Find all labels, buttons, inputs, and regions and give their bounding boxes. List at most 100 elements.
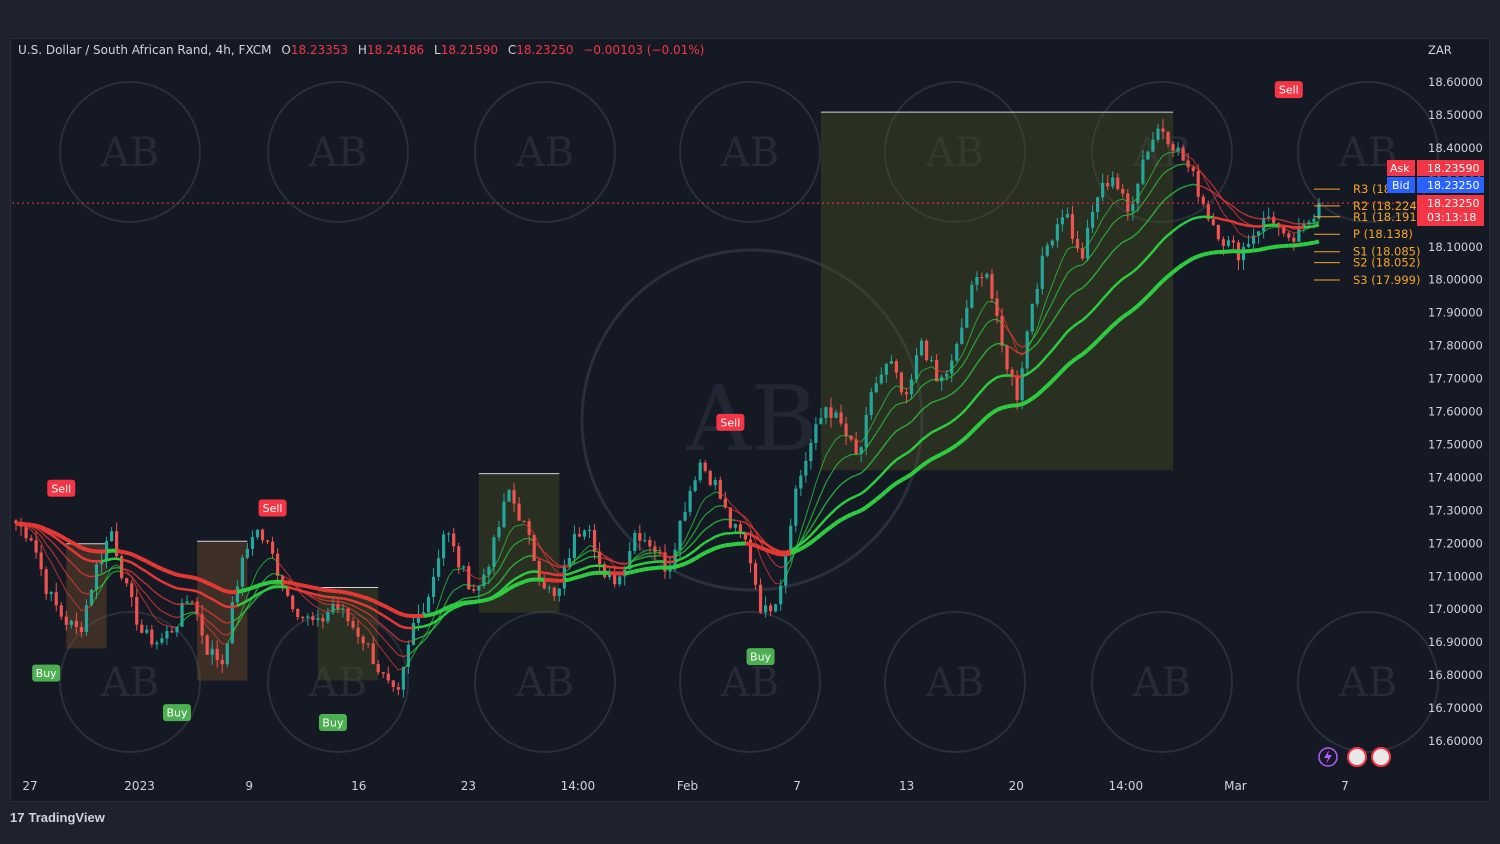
ema-segment (508, 544, 515, 552)
ema-segment (126, 568, 133, 573)
ema-segment (211, 613, 218, 619)
ema-segment (684, 552, 691, 559)
ema-segment (473, 576, 480, 580)
ema-segment (408, 650, 414, 656)
ema-segment (619, 562, 625, 565)
ema-segment (403, 626, 409, 630)
ema-segment (875, 474, 883, 481)
ema-segment (382, 625, 389, 632)
ema-segment (1061, 330, 1069, 339)
candle-body (477, 585, 481, 591)
bottom-right-icons[interactable] (1318, 747, 1391, 767)
ema-segment (30, 522, 37, 528)
ema-segment (398, 668, 404, 671)
ema-segment (81, 608, 87, 612)
bar-countdown: 03:13:18 (1427, 211, 1476, 224)
ema-segment (171, 571, 178, 577)
ema-segment (347, 603, 354, 607)
candle-body (613, 574, 617, 585)
ema-segment (885, 409, 892, 418)
ema-segment (423, 628, 429, 639)
price-tick-label: 17.70000 (1428, 372, 1483, 386)
ema-segment (518, 572, 525, 578)
ema-segment (614, 561, 620, 564)
tradingview-logo-icon: 17 (10, 810, 25, 825)
candle-body (462, 566, 466, 568)
ema-segment (850, 494, 857, 500)
candle-body (884, 363, 888, 375)
time-tick-label: Mar (1224, 779, 1247, 793)
bid-tag (1387, 177, 1415, 193)
ema-segment (86, 592, 92, 595)
ema-segment (609, 559, 615, 563)
signals: Sell Buy Buy Sell Buy Sell Buy Sell (32, 81, 1303, 732)
candle-body (1161, 128, 1165, 132)
ema-segment (1046, 302, 1053, 313)
ema-segment (81, 572, 87, 577)
ema-segment (1253, 235, 1259, 238)
ema-segment (1031, 365, 1039, 372)
ema-segment (1238, 232, 1244, 237)
time-tick-label: 2023 (124, 779, 155, 793)
ema-segment (86, 574, 92, 578)
ema-segment (745, 522, 751, 527)
ema-segment (1303, 241, 1310, 247)
ema-segment (644, 566, 651, 572)
ema-segment (785, 565, 792, 578)
ema-segment (201, 592, 208, 598)
watermark-initials: AB (515, 660, 574, 706)
ema-segment (1091, 339, 1100, 348)
ema-segment (694, 533, 701, 542)
time-axis[interactable]: 27 2023 9 16 23 14:00 Feb 7 13 20 14:00 Mar 7 (22, 779, 1348, 793)
symbol-title[interactable]: U.S. Dollar / South African Rand, 4h, FX… (18, 43, 272, 57)
candle-body (1111, 177, 1115, 187)
ema-segment (1127, 213, 1134, 216)
ema-segment (664, 556, 671, 559)
price-axis[interactable]: ZAR18.6000018.5000018.4000018.3000018.20… (1428, 43, 1483, 748)
candle-body (723, 498, 727, 508)
ema-segment (981, 349, 988, 358)
candle-body (442, 534, 446, 559)
ema-segment (116, 564, 122, 569)
price-tick-label: 16.60000 (1428, 734, 1483, 748)
ema-segment (799, 544, 807, 551)
ema-segment (1045, 379, 1054, 388)
ema-segment (1207, 179, 1214, 187)
ema-segment (775, 564, 781, 569)
ema-segment (392, 649, 399, 656)
ema-segment (141, 579, 148, 586)
candle-body (1060, 217, 1064, 225)
ema-segment (1202, 251, 1209, 257)
ema-segment (1313, 224, 1320, 228)
ema-segment (176, 615, 183, 619)
ema-segment (996, 304, 1003, 314)
candle-body (270, 541, 275, 554)
ema-segment (35, 534, 42, 544)
tradingview-brand[interactable]: 17 TradingView (10, 810, 105, 825)
ema-segment (735, 519, 741, 523)
candle-body (1045, 245, 1049, 256)
ema-segment (1147, 188, 1154, 197)
candle-body (492, 537, 496, 567)
ema-segment (1161, 274, 1170, 283)
ema-segment (1107, 223, 1114, 232)
ema-segment (382, 603, 390, 610)
ema-segment (1313, 239, 1320, 245)
candle-body (210, 648, 214, 655)
ema-segment (1177, 186, 1184, 191)
open-label: O (281, 43, 291, 57)
ema-segment (941, 423, 948, 429)
ema-segment (568, 576, 575, 582)
ema-segment (840, 515, 848, 522)
ema-segment (1091, 270, 1099, 278)
ema-segment (367, 613, 374, 619)
ema-segment (1121, 311, 1129, 319)
ema-segment (267, 580, 273, 585)
candle-body (799, 475, 803, 489)
ema-segment (478, 593, 485, 597)
ema-segment (1233, 220, 1239, 225)
ema-segment (885, 435, 892, 444)
candle-body (1201, 196, 1205, 205)
chart-pane[interactable] (10, 38, 1490, 802)
